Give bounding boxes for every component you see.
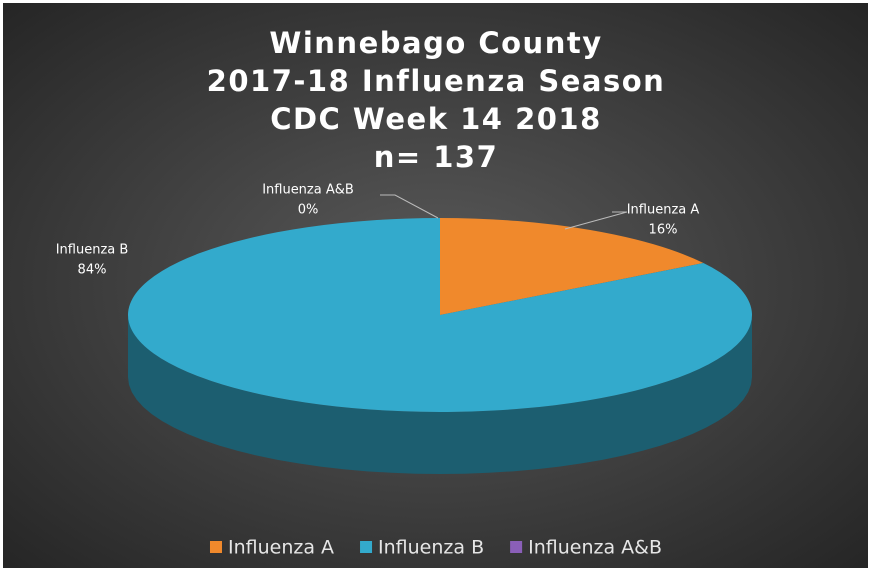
slice — [127, 218, 752, 412]
leader-line — [564, 211, 628, 230]
data-label-value: 0% — [298, 203, 319, 218]
chart-title: CDC Week 14 2018 — [270, 102, 602, 136]
legend-marker — [360, 541, 373, 553]
chart-title: n= 137 — [374, 140, 499, 174]
data-label-name: Influenza B — [56, 243, 129, 258]
chart-title: Winnebago County — [269, 26, 602, 60]
legend-label: Influenza B — [378, 537, 484, 559]
legend-marker — [510, 541, 523, 553]
data-label-value: 16% — [649, 223, 678, 238]
data-label-name: Influenza A&B — [262, 183, 354, 198]
data-label-value: 84% — [78, 263, 107, 278]
slice-side — [128, 315, 752, 474]
legend-label: Influenza A — [228, 537, 334, 559]
slice — [440, 218, 704, 315]
legend-marker — [209, 541, 222, 553]
data-label-name: Influenza A — [627, 203, 700, 218]
legend-label: Influenza A&B — [528, 537, 662, 559]
leader-line — [380, 194, 439, 219]
chart-title: 2017-18 Influenza Season — [207, 64, 666, 98]
